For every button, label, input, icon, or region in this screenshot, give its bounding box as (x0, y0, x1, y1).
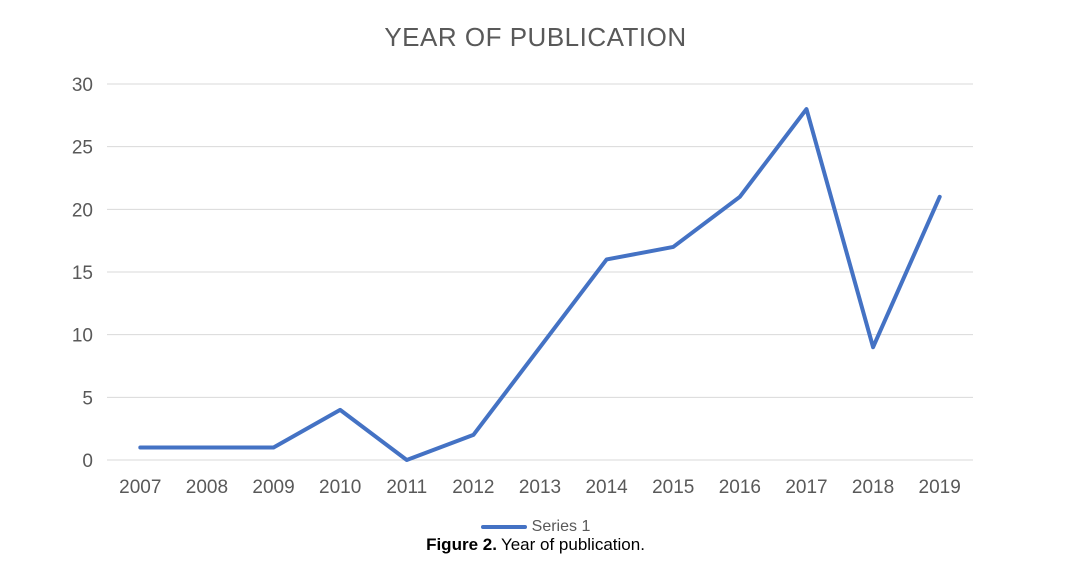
chart-title: YEAR OF PUBLICATION (384, 22, 687, 52)
figure-caption-text: Year of publication. (500, 535, 645, 554)
y-tick-label: 20 (72, 200, 93, 221)
x-tick-label: 2013 (519, 477, 561, 498)
legend-line-swatch (480, 525, 527, 529)
legend: Series 1 (0, 518, 1071, 536)
legend-label: Series 1 (531, 518, 591, 535)
y-tick-label: 0 (82, 451, 93, 472)
x-tick-label: 2011 (386, 477, 427, 498)
figure-caption: Figure 2. Year of publication. (0, 535, 1071, 555)
figure-caption-number: Figure 2. (426, 535, 497, 554)
x-tick-label: 2017 (785, 477, 827, 498)
y-tick-label: 15 (72, 263, 93, 284)
series-line (138, 107, 942, 462)
y-tick-label: 5 (82, 388, 93, 409)
x-tick-label: 2007 (119, 477, 161, 498)
x-tick-label: 2019 (919, 477, 961, 498)
y-tick-label: 30 (72, 75, 93, 96)
x-tick-label: 2010 (319, 477, 361, 498)
x-tick-label: 2009 (252, 477, 294, 498)
x-tick-label: 2014 (585, 477, 628, 498)
y-tick-label: 25 (72, 138, 93, 159)
x-tick-label: 2016 (719, 477, 761, 498)
x-tick-label: 2015 (652, 477, 694, 498)
x-tick-label: 2008 (186, 477, 228, 498)
y-tick-label: 10 (72, 326, 93, 347)
x-tick-label: 2012 (452, 477, 494, 498)
x-tick-label: 2018 (852, 477, 894, 498)
